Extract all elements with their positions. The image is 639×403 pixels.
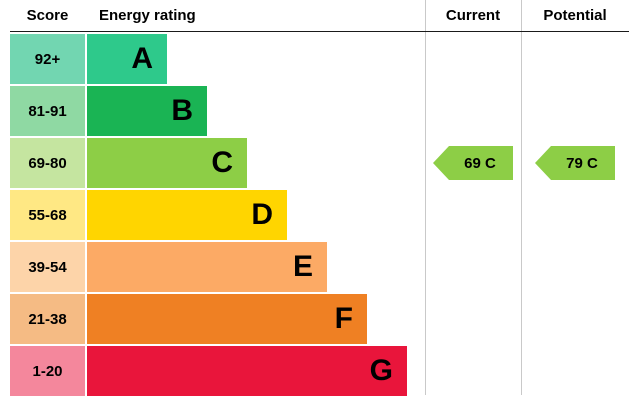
current-cell [425, 190, 521, 240]
energy-rating-header: Energy rating [99, 7, 196, 24]
score-cell: 1-20 [10, 346, 85, 396]
potential-cell [521, 346, 629, 396]
rating-bar: G [87, 346, 407, 396]
bar-cell: F [85, 294, 425, 344]
score-cell: 55-68 [10, 190, 85, 240]
band-row-e: 39-54 E [10, 242, 629, 292]
potential-cell [521, 242, 629, 292]
rating-bar: C [87, 138, 247, 188]
header-underline [10, 31, 629, 32]
band-row-f: 21-38 F [10, 294, 629, 344]
band-rows: 92+ A 81-91 B [10, 34, 629, 396]
potential-cell [521, 34, 629, 84]
score-range-label: 55-68 [28, 206, 67, 224]
score-cell: 92+ [10, 34, 85, 84]
rating-letter: A [131, 42, 153, 75]
current-rating-label: 69 C [464, 154, 496, 172]
band-row-c: 69-80 C 69 C 79 C [10, 138, 629, 188]
bar-cell: A [85, 34, 425, 84]
current-cell [425, 346, 521, 396]
score-cell: 39-54 [10, 242, 85, 292]
score-range-label: 1-20 [32, 362, 63, 380]
score-cell: 69-80 [10, 138, 85, 188]
score-cell: 21-38 [10, 294, 85, 344]
band-row-a: 92+ A [10, 34, 629, 84]
bar-cell: C [85, 138, 425, 188]
current-cell: 69 C [425, 138, 521, 188]
potential-cell [521, 190, 629, 240]
score-range-label: 81-91 [28, 102, 67, 120]
rating-bar: F [87, 294, 367, 344]
rating-bar: B [87, 86, 207, 136]
current-header: Current [445, 7, 501, 24]
rating-letter: D [251, 198, 273, 231]
score-cell: 81-91 [10, 86, 85, 136]
potential-cell [521, 86, 629, 136]
chart-header: Score Energy rating Current Potential [10, 0, 629, 31]
current-column-divider [425, 0, 426, 395]
current-cell [425, 34, 521, 84]
band-row-g: 1-20 G [10, 346, 629, 396]
bar-cell: G [85, 346, 425, 396]
potential-header: Potential [543, 7, 607, 24]
potential-arrow: 79 C [535, 146, 615, 180]
chart-grid: Score Energy rating Current Potential 92… [10, 0, 629, 398]
score-range-label: 92+ [34, 50, 61, 68]
score-range-label: 39-54 [28, 258, 67, 276]
bar-cell: D [85, 190, 425, 240]
rating-letter: B [171, 94, 193, 127]
band-row-d: 55-68 D [10, 190, 629, 240]
potential-cell [521, 294, 629, 344]
band-row-b: 81-91 B [10, 86, 629, 136]
current-cell [425, 294, 521, 344]
rating-bar: D [87, 190, 287, 240]
current-cell [425, 242, 521, 292]
rating-bar: A [87, 34, 167, 84]
bar-cell: B [85, 86, 425, 136]
rating-letter: F [334, 302, 353, 335]
potential-cell: 79 C [521, 138, 629, 188]
rating-bar: E [87, 242, 327, 292]
score-range-label: 21-38 [28, 310, 67, 328]
potential-column-divider [521, 0, 522, 395]
potential-rating-label: 79 C [566, 154, 598, 172]
rating-letter: C [211, 146, 233, 179]
bar-cell: E [85, 242, 425, 292]
current-arrow: 69 C [433, 146, 513, 180]
score-header: Score [26, 7, 69, 24]
current-cell [425, 86, 521, 136]
rating-letter: G [369, 354, 393, 387]
score-range-label: 69-80 [28, 154, 67, 172]
rating-letter: E [292, 250, 313, 283]
